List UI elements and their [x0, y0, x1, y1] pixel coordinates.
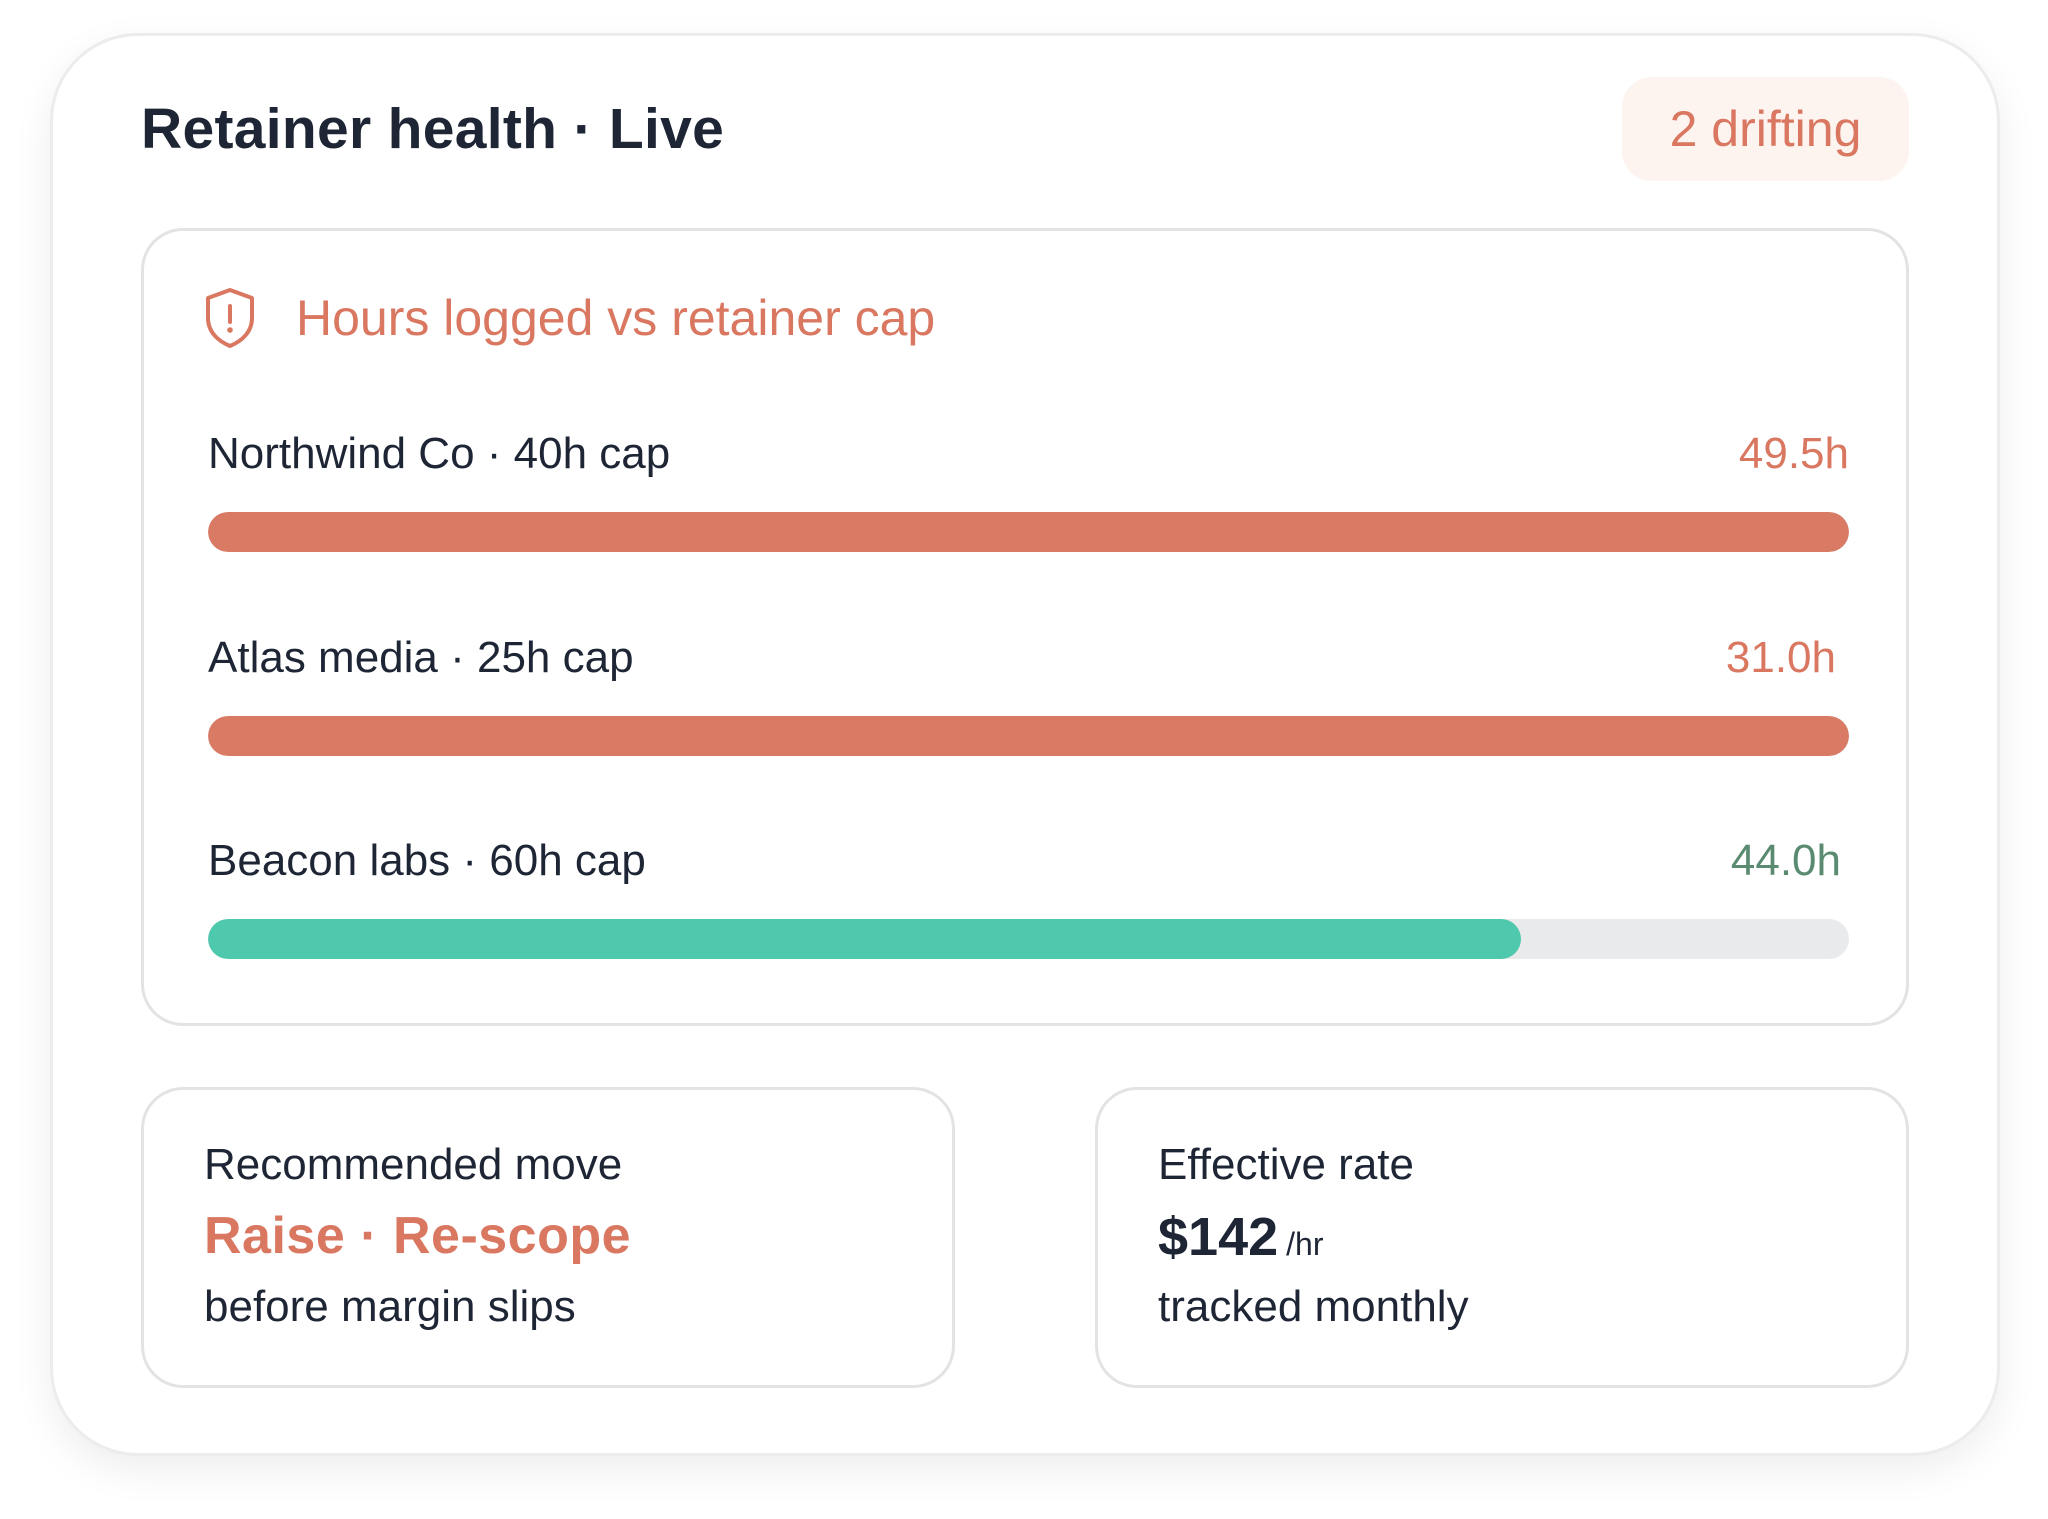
row-label: Beacon labs · 60h cap	[208, 836, 646, 885]
hours-panel: Hours logged vs retainer cap Northwind C…	[141, 228, 1909, 1026]
recommended-action: Raise · Re-scope	[204, 1207, 632, 1265]
recommended-move-main: Raise · Re-scope	[204, 1206, 631, 1266]
shield-alert-icon	[206, 288, 254, 348]
row-value: 44.0h	[1730, 836, 1841, 885]
panel-title: Hours logged vs retainer cap	[296, 290, 936, 346]
hours-bar-track	[208, 716, 1849, 756]
row-label: Northwind Co · 40h cap	[208, 429, 671, 478]
effective-rate-sub: tracked monthly	[1158, 1282, 1469, 1331]
hours-bar-fill	[208, 716, 1849, 756]
effective-rate-unit: /hr	[1286, 1226, 1324, 1262]
row-value: 31.0h	[1725, 633, 1836, 682]
hours-bar-track	[208, 512, 1849, 552]
effective-rate-value: $142	[1158, 1207, 1279, 1267]
row-label: Atlas media · 25h cap	[208, 633, 634, 682]
recommended-move-card[interactable]: Recommended move Raise · Re-scope before…	[141, 1087, 955, 1388]
hours-bar-fill	[208, 919, 1521, 959]
row-value: 49.5h	[1738, 429, 1849, 478]
drifting-badge[interactable]: 2 drifting	[1622, 77, 1909, 181]
hours-bar-fill	[208, 512, 1849, 552]
hours-bar-track	[208, 919, 1849, 959]
recommended-move-label: Recommended move	[204, 1140, 623, 1189]
effective-rate-label: Effective rate	[1158, 1140, 1414, 1189]
effective-rate-card[interactable]: Effective rate $142/hr tracked monthly	[1095, 1087, 1909, 1388]
card-title: Retainer health · Live	[141, 97, 725, 161]
panel-header: Hours logged vs retainer cap	[202, 286, 935, 350]
effective-rate-main: $142/hr	[1158, 1206, 1323, 1268]
recommended-move-sub: before margin slips	[204, 1282, 576, 1331]
